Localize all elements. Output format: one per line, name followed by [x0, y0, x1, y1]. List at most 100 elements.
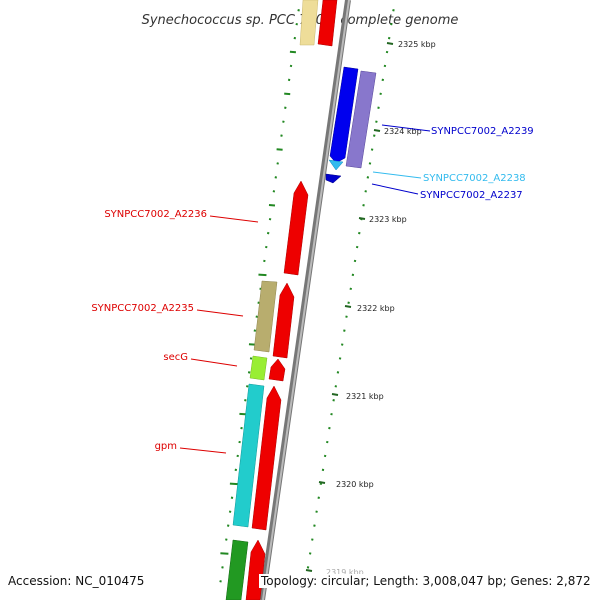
scale-ticks: 2325 kbp 2324 kbp 2323 kbp 2322 kbp 2321…	[305, 40, 436, 577]
gc-dash	[229, 482, 238, 486]
cog-block-green[interactable]	[225, 539, 249, 600]
forward-cds-track	[245, 0, 338, 600]
gc-dash	[219, 580, 222, 583]
cds-SYNPCC7002_A2239[interactable]	[329, 66, 359, 164]
tick-label-2322: 2322 kbp	[357, 304, 395, 313]
gc-dash	[351, 273, 355, 277]
gc-dash	[284, 106, 287, 109]
gc-dash	[321, 468, 325, 472]
gc-dash	[317, 496, 320, 499]
gc-dash	[297, 9, 300, 12]
gc-dash	[381, 78, 385, 82]
gene-label-SYNPCC7002_A2235[interactable]: SYNPCC7002_A2235	[91, 303, 194, 314]
cog-block-olive[interactable]	[253, 280, 278, 353]
gc-dash	[370, 148, 374, 151]
gc-dash	[293, 36, 297, 40]
gc-dash	[392, 9, 395, 12]
tick-2320	[318, 481, 326, 484]
gc-dash	[336, 371, 340, 374]
tick-label-2323: 2323 kbp	[369, 215, 407, 224]
tick-label-2321: 2321 kbp	[346, 392, 384, 401]
gc-dash	[362, 204, 365, 207]
gc-dash	[323, 454, 327, 458]
tick-2323	[358, 217, 366, 220]
gc-dash	[313, 524, 316, 527]
gene-label-secG[interactable]: secG	[163, 352, 188, 363]
gc-dash	[315, 510, 318, 513]
gc-dash	[247, 371, 251, 374]
reverse-cds-track	[325, 66, 377, 184]
gc-dash	[276, 148, 283, 151]
cds-top[interactable]	[317, 0, 338, 47]
gc-dash	[255, 315, 258, 318]
gc-dash	[276, 162, 279, 165]
gc-dash	[377, 106, 380, 109]
gc-dash	[249, 357, 253, 360]
gc-dash	[330, 412, 333, 416]
gc-dash	[258, 273, 267, 277]
tick-label-2324: 2324 kbp	[384, 127, 422, 136]
gc-dash	[340, 343, 344, 346]
gc-dash	[368, 162, 372, 165]
gene-label-gpm[interactable]: gpm	[155, 441, 177, 452]
cds-SYNPCC7002_A2235[interactable]	[272, 282, 295, 359]
gene-label-SYNPCC7002_A2238[interactable]: SYNPCC7002_A2238	[423, 173, 526, 184]
gc-dash	[220, 552, 229, 555]
gc-dash	[311, 538, 314, 541]
gc-dash	[295, 22, 298, 26]
cds-SYNPCC7002_A2237[interactable]	[325, 173, 342, 184]
gc-dash	[245, 385, 249, 388]
gc-dash	[347, 301, 350, 304]
gc-dash	[373, 134, 376, 137]
gc-dash	[387, 36, 391, 40]
gc-dash	[221, 566, 224, 569]
tick-2322	[344, 305, 352, 308]
cog-SYNPCC7002_A2239[interactable]	[345, 70, 377, 169]
gc-dash	[265, 245, 268, 249]
gc-dash	[379, 92, 382, 96]
gc-dash	[289, 64, 293, 68]
cds-gpm[interactable]	[251, 385, 282, 531]
cds-SYNPCC7002_A2236[interactable]	[283, 180, 309, 276]
cds-secG[interactable]	[268, 358, 286, 382]
tick-label-2325: 2325 kbp	[398, 40, 436, 49]
gc-dash	[328, 426, 331, 430]
gene-labels: SYNPCC7002_A2239 SYNPCC7002_A2238 SYNPCC…	[91, 124, 534, 454]
gc-dash	[238, 440, 241, 444]
gene-label-SYNPCC7002_A2236[interactable]: SYNPCC7002_A2236	[104, 209, 207, 220]
gc-dash	[338, 357, 342, 360]
cds-SYNPCC7002_A2238[interactable]	[328, 159, 344, 171]
gene-label-SYNPCC7002_A2239[interactable]: SYNPCC7002_A2239	[431, 126, 534, 137]
gc-dash	[353, 259, 357, 263]
tick-label-2320: 2320 kbp	[336, 480, 374, 489]
tick-2321	[331, 393, 339, 396]
cog-block-cyan[interactable]	[232, 383, 265, 528]
gc-dash	[268, 217, 272, 221]
gc-dash	[334, 385, 338, 388]
gc-dash	[343, 329, 346, 332]
gc-dash	[326, 440, 329, 444]
gc-dash	[225, 538, 228, 541]
tick-2319	[305, 569, 313, 572]
gc-dash	[244, 399, 247, 402]
gc-dash	[289, 50, 297, 54]
tick-2325	[386, 42, 394, 45]
gc-dash	[287, 78, 291, 82]
gc-dash	[230, 496, 234, 499]
map-title: Synechococcus sp. PCC 7002, complete gen…	[142, 13, 459, 28]
gc-dash	[308, 552, 312, 555]
gc-dash	[268, 204, 276, 207]
cog-block-lime[interactable]	[249, 355, 268, 381]
gc-dash	[375, 120, 378, 123]
gc-dash	[226, 524, 230, 527]
gc-dash	[282, 120, 285, 123]
gc-dash	[284, 92, 291, 96]
gene-label-SYNPCC7002_A2237[interactable]: SYNPCC7002_A2237	[420, 190, 523, 201]
accession-label: Accession: NC_010475	[6, 574, 147, 588]
cog-block-pale[interactable]	[299, 0, 319, 46]
cog-track	[225, 0, 319, 600]
gc-dash	[236, 454, 239, 458]
gc-dash	[345, 315, 348, 318]
gc-dash	[228, 510, 232, 513]
